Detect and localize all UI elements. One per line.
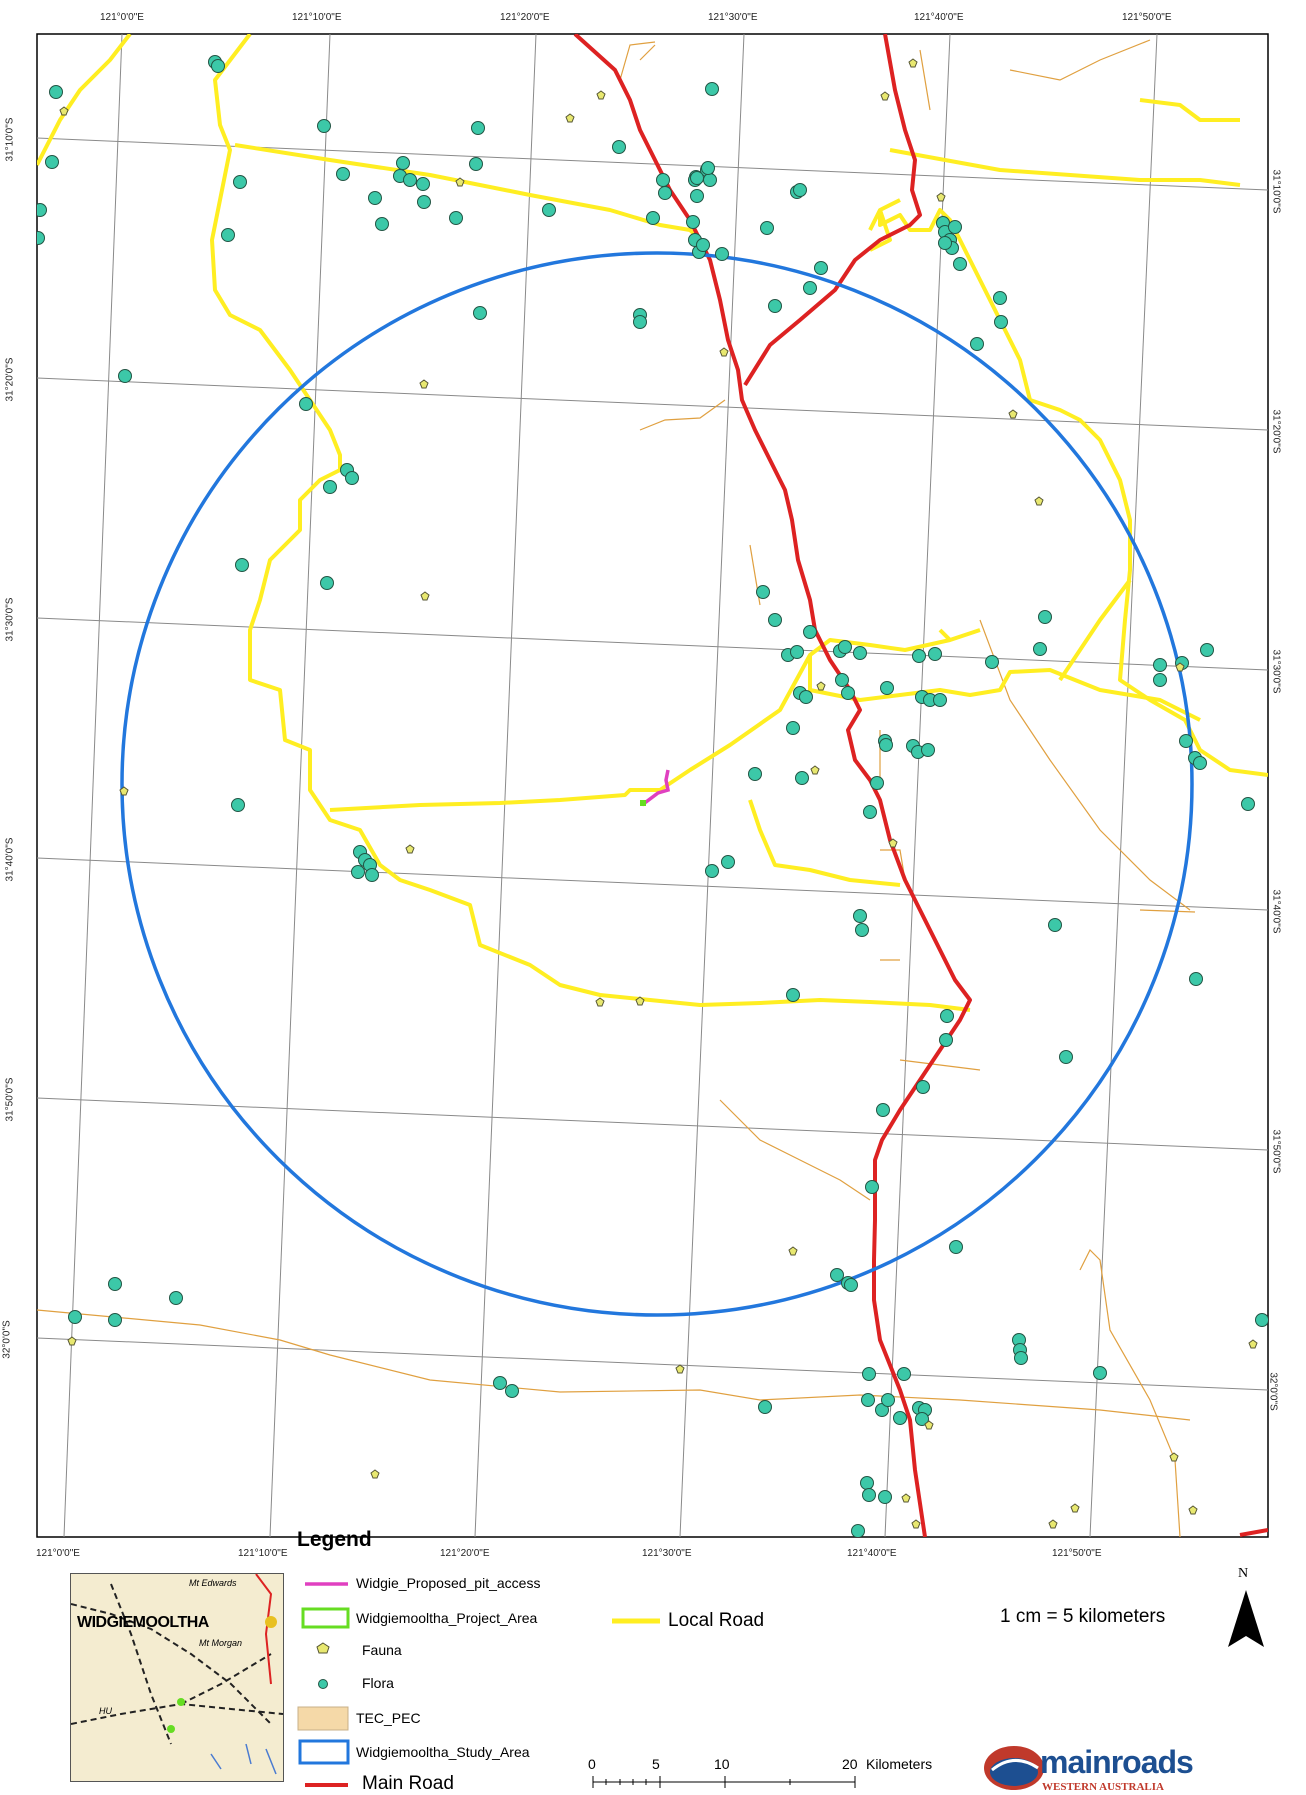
tick-top-4: 121°40'0"E bbox=[914, 12, 964, 23]
inset-map[interactable]: WIDGIEMOOLTHA Mt Edwards Mt Morgan HU bbox=[70, 1573, 284, 1782]
main-roads bbox=[573, 34, 1268, 1537]
tick-left-2: 31°30'0"S bbox=[4, 597, 16, 642]
logo-sub-text: WESTERN AUSTRALIA bbox=[1042, 1781, 1164, 1793]
tick-left-0: 31°10'0"S bbox=[4, 117, 16, 162]
tick-left-5: 32°0'0"S bbox=[1, 1320, 13, 1359]
mainroads-logo-icon bbox=[984, 1746, 1044, 1790]
legend-item-tec-pec: TEC_PEC bbox=[356, 1710, 421, 1726]
tick-right-1: 31°20'0"S bbox=[1270, 409, 1282, 454]
scale-unit: Kilometers bbox=[866, 1756, 933, 1772]
tick-right-4: 31°50'0"S bbox=[1270, 1129, 1282, 1174]
scale-label-5: 5 bbox=[652, 1756, 660, 1772]
inset-place-label-0: Mt Edwards bbox=[189, 1578, 237, 1588]
north-arrow-icon bbox=[1228, 1590, 1264, 1647]
tick-bottom-5: 121°50'0"E bbox=[1052, 1548, 1102, 1559]
inset-map-graphic bbox=[71, 1574, 283, 1775]
local-roads bbox=[37, 34, 1268, 1012]
tick-bottom-4: 121°40'0"E bbox=[847, 1548, 897, 1559]
tick-bottom-2: 121°20'0"E bbox=[440, 1548, 490, 1559]
scale-label-20: 20 bbox=[842, 1756, 858, 1772]
study-area-circle bbox=[120, 251, 1194, 1317]
legend-symbols bbox=[297, 1582, 660, 1787]
tick-right-3: 31°40'0"S bbox=[1270, 889, 1282, 934]
legend-item-study-area: Widgiemooltha_Study_Area bbox=[356, 1744, 530, 1760]
tick-left-1: 31°20'0"S bbox=[4, 357, 16, 402]
proposed-pit-access bbox=[640, 769, 671, 807]
tick-right-0: 31°10'0"S bbox=[1270, 169, 1282, 214]
legend-item-main-road: Main Road bbox=[362, 1773, 454, 1794]
tick-bottom-3: 121°30'0"E bbox=[642, 1548, 692, 1559]
inset-place-label-1: Mt Morgan bbox=[199, 1638, 243, 1648]
tick-right-2: 31°30'0"S bbox=[1270, 649, 1282, 694]
project-area bbox=[640, 800, 646, 806]
logo-main-label: mainroads bbox=[1040, 1744, 1194, 1780]
legend-title: Legend bbox=[297, 1528, 372, 1551]
legend-item-local-road: Local Road bbox=[668, 1610, 765, 1631]
inset-town-label: WIDGIEMOOLTHA bbox=[77, 1614, 209, 1631]
tick-top-5: 121°50'0"E bbox=[1122, 12, 1172, 23]
tick-bottom-0: 121°0'0"E bbox=[36, 1548, 80, 1559]
tick-left-3: 31°40'0"S bbox=[4, 837, 16, 882]
scale-bar bbox=[592, 1776, 856, 1788]
legend-item-pit-access: Widgie_Proposed_pit_access bbox=[356, 1575, 541, 1591]
logo-main-text: mainroads bbox=[1040, 1744, 1194, 1781]
scale-label-10: 10 bbox=[714, 1756, 730, 1772]
legend-item-project-area: Widgiemooltha_Project_Area bbox=[356, 1610, 538, 1626]
legend-item-flora: Flora bbox=[362, 1675, 394, 1691]
tick-right-5: 32°0'0"S bbox=[1267, 1372, 1279, 1411]
scale-text: 1 cm = 5 kilometers bbox=[1000, 1606, 1166, 1627]
graticule bbox=[37, 34, 1268, 1537]
inset-place-label-2: HU bbox=[99, 1706, 112, 1716]
map-frame bbox=[36, 33, 1269, 1538]
scale-label-0: 0 bbox=[588, 1756, 596, 1772]
tick-top-2: 121°20'0"E bbox=[500, 12, 550, 23]
legend-item-fauna: Fauna bbox=[362, 1642, 402, 1658]
tick-left-4: 31°50'0"S bbox=[4, 1077, 16, 1122]
flora-points bbox=[37, 55, 1268, 1537]
north-label: N bbox=[1238, 1566, 1249, 1581]
tick-bottom-1: 121°10'0"E bbox=[238, 1548, 288, 1559]
tick-top-0: 121°0'0"E bbox=[100, 12, 144, 23]
tick-top-1: 121°10'0"E bbox=[292, 12, 342, 23]
tick-top-3: 121°30'0"E bbox=[708, 12, 758, 23]
fauna-points bbox=[59, 58, 1258, 1529]
